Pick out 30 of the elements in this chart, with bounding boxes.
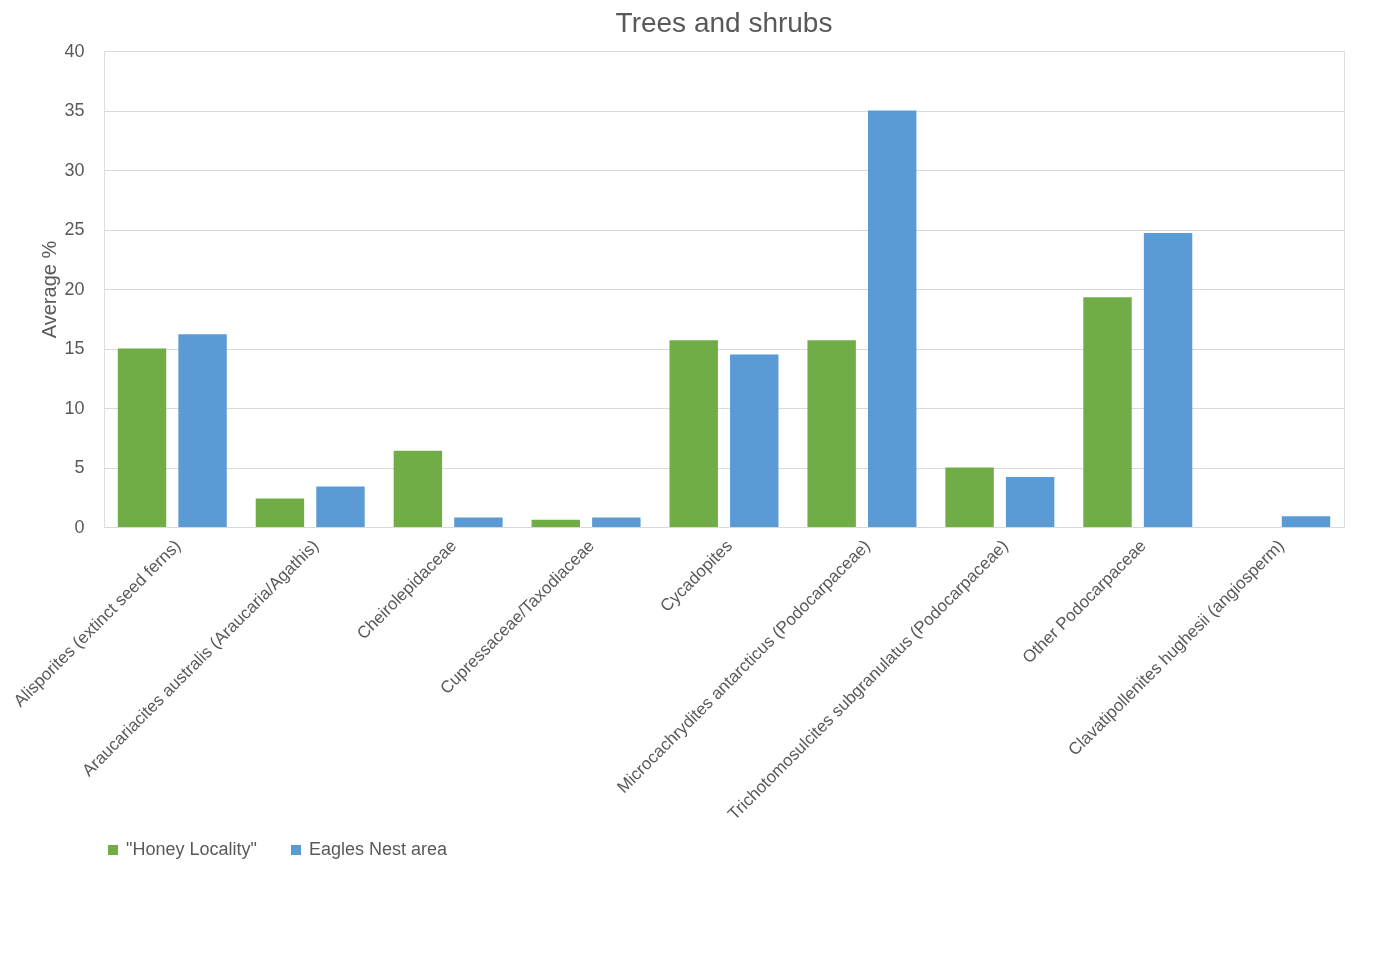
bar — [592, 517, 641, 527]
bar — [867, 110, 917, 527]
y-tick-label: 5 — [74, 457, 85, 477]
y-tick-label: 25 — [64, 219, 85, 239]
bar — [669, 340, 718, 527]
legend-label: Eagles Nest area — [309, 839, 449, 859]
y-tick-label: 10 — [64, 397, 85, 418]
y-tick-label: 20 — [64, 278, 85, 299]
chart-title: Trees and shrubs — [615, 7, 833, 38]
bar — [1281, 516, 1331, 527]
y-tick-label: 30 — [64, 159, 85, 180]
bar — [316, 486, 365, 527]
y-tick-label: 35 — [64, 100, 85, 120]
y-axis-title: Average % — [38, 240, 61, 339]
y-tick-label: 15 — [64, 338, 85, 358]
bar — [1143, 233, 1193, 527]
bar — [531, 519, 581, 527]
bar — [1083, 297, 1132, 527]
bar — [393, 450, 443, 527]
bar — [730, 354, 779, 527]
legend-label: "Honey Locality" — [126, 839, 257, 859]
y-tick-label: 0 — [74, 516, 85, 537]
bar — [1005, 477, 1055, 527]
bar — [117, 348, 167, 527]
y-tick-label: 40 — [64, 40, 85, 61]
bar — [178, 334, 227, 527]
bar — [945, 467, 994, 527]
bar — [454, 517, 503, 527]
bar — [255, 498, 305, 527]
bar — [807, 340, 856, 527]
